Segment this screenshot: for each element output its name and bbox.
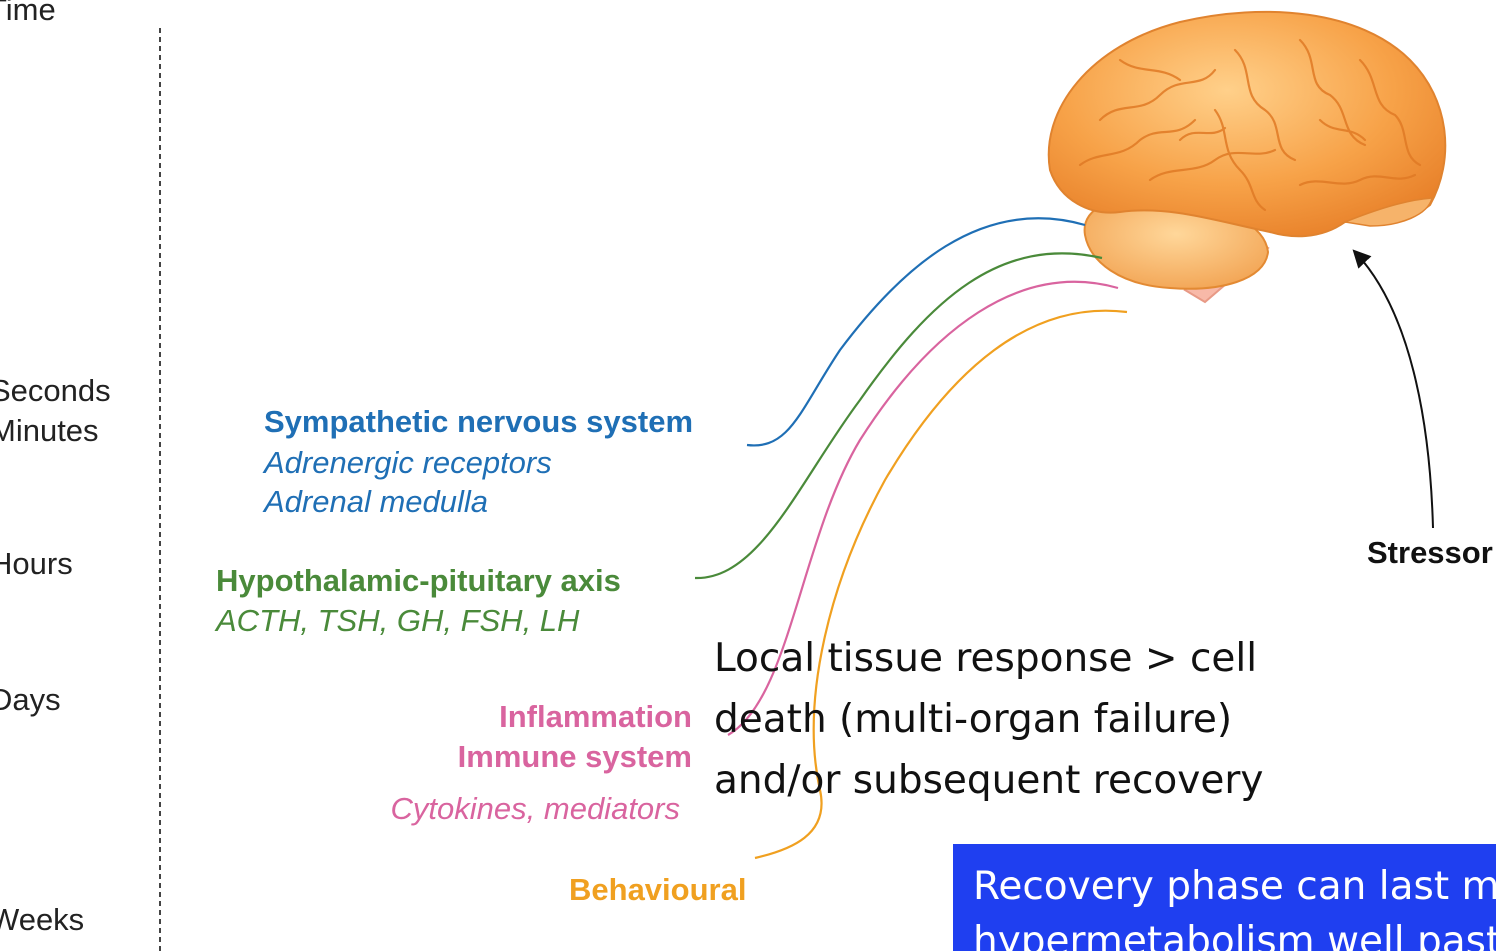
recovery-callout: Recovery phase can last months hypermeta… (953, 844, 1496, 951)
sympathetic-sub-adrenergic: Adrenergic receptors (264, 445, 552, 480)
timeline-tick-weeks: Weeks (0, 902, 85, 937)
sympathetic-title: Sympathetic nervous system (264, 404, 694, 439)
local-tissue-note: Local tissue response > cell death (mult… (714, 628, 1263, 811)
timeline-tick-minutes: Minutes (0, 413, 99, 448)
callout-line-2: hypermetabolism well past (973, 919, 1496, 951)
behavioural-title: Behavioural (569, 872, 747, 907)
hpa-sub: ACTH, TSH, GH, FSH, LH (216, 603, 580, 638)
brain-icon (1047, 10, 1447, 304)
callout-line-1: Recovery phase can last months (973, 864, 1496, 909)
timeline-tick-seconds: Seconds (0, 373, 111, 408)
behavioural-pathway-line (754, 309, 1128, 860)
inflammation-pathway-line (727, 280, 1119, 736)
sympathetic-sub-medulla: Adrenal medulla (264, 484, 489, 519)
stressor-label: Stressor (1367, 535, 1493, 570)
note-line-3: and/or subsequent recovery (714, 758, 1264, 803)
hpa-pathway-line (694, 252, 1103, 580)
immune-title: Immune system (457, 739, 692, 774)
stressor-arrow (1352, 249, 1434, 529)
note-line-1: Local tissue response > cell (714, 636, 1258, 681)
timeline-tick-days: Days (0, 682, 61, 717)
inflammation-sub: Cytokines, mediators (390, 791, 680, 826)
inflammation-title: Inflammation (499, 699, 692, 734)
note-line-2: death (multi-organ failure) (714, 697, 1233, 742)
timeline-header: Time (0, 0, 56, 27)
timeline-tick-hours: Hours (0, 546, 73, 581)
hpa-title: Hypothalamic-pituitary axis (216, 563, 621, 598)
sympathetic-pathway-line (746, 217, 1086, 447)
